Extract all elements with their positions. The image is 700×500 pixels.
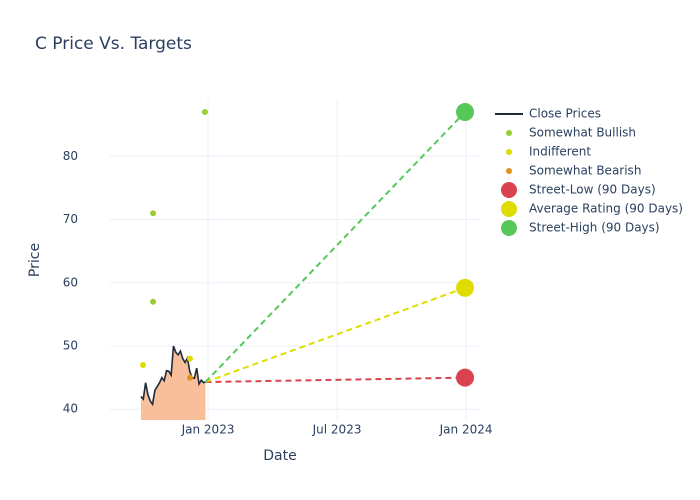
y-tick-label: 40: [63, 402, 78, 416]
rating-point: [140, 361, 147, 368]
legend-label: Indifferent: [529, 145, 591, 159]
y-tick-label: 70: [63, 212, 78, 226]
legend-symbol: [501, 182, 517, 198]
y-axis-title: Price: [27, 243, 43, 277]
legend-symbol: [506, 149, 512, 155]
legend-label: Street-High (90 Days): [529, 221, 660, 235]
grid: [110, 100, 480, 420]
chart-title: C Price Vs. Targets: [35, 34, 192, 54]
rating-point: [201, 109, 208, 116]
x-tick-label: Jan 2024: [439, 423, 493, 437]
target-point: [456, 103, 475, 122]
rating-point: [186, 374, 193, 381]
legend-symbol: [506, 130, 512, 136]
target-line: [204, 111, 466, 383]
target-point: [456, 278, 475, 297]
legend-symbol: [506, 168, 512, 174]
legend-symbol: [501, 201, 517, 217]
target-line: [205, 286, 466, 383]
legend-symbol: [501, 220, 517, 236]
legend-label: Close Prices: [529, 107, 601, 121]
legend-label: Street-Low (90 Days): [529, 183, 656, 197]
price-line: [140, 345, 206, 407]
rating-point: [150, 210, 157, 217]
target-point: [456, 368, 475, 387]
legend-label: Somewhat Bearish: [529, 164, 641, 178]
rating-point: [150, 298, 157, 305]
y-tick-label: 50: [63, 339, 78, 353]
y-tick-label: 80: [63, 149, 78, 163]
x-tick-label: Jan 2023: [181, 423, 235, 437]
legend-label: Average Rating (90 Days): [529, 202, 683, 216]
y-tick-label: 60: [63, 275, 78, 289]
x-axis-title: Date: [263, 448, 296, 464]
rating-point: [186, 355, 193, 362]
price-area: [140, 346, 206, 420]
legend-label: Somewhat Bullish: [529, 126, 636, 140]
target-line: [205, 376, 466, 384]
x-tick-label: Jul 2023: [312, 423, 362, 437]
